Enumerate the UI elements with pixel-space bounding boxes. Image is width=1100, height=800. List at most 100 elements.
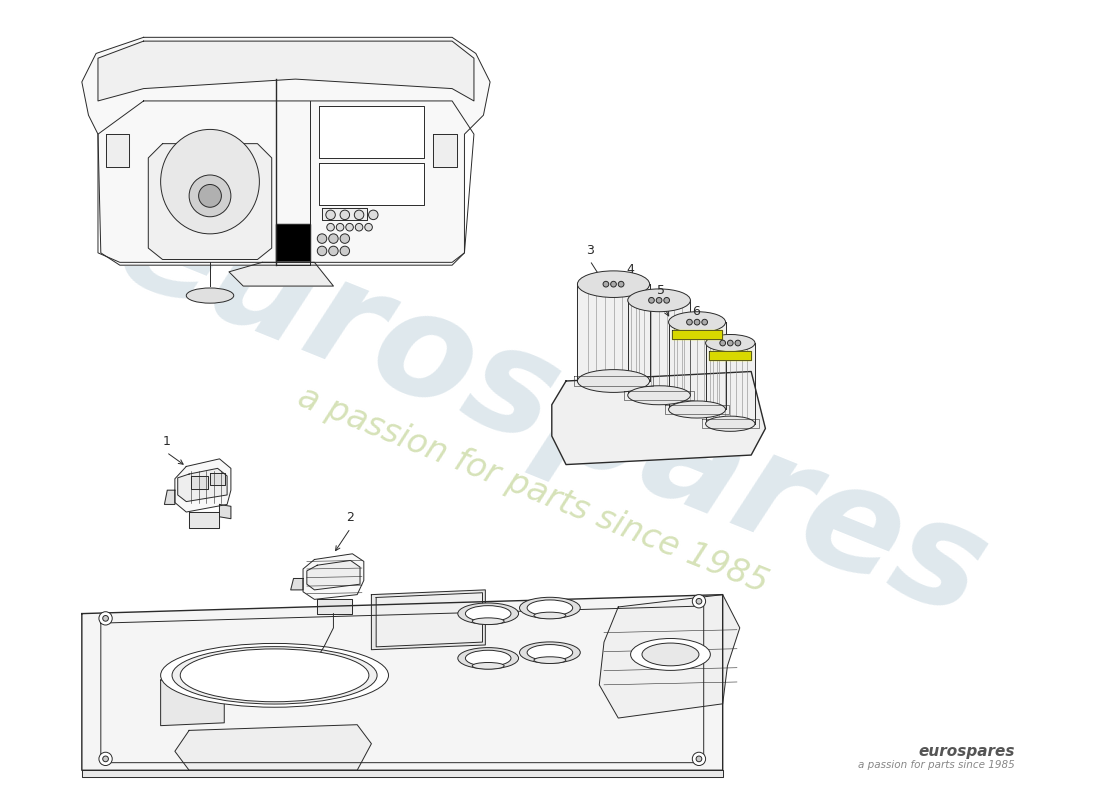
Ellipse shape — [642, 643, 698, 666]
Circle shape — [603, 282, 608, 287]
Polygon shape — [307, 561, 360, 590]
Circle shape — [686, 319, 692, 325]
Polygon shape — [710, 350, 751, 360]
Polygon shape — [276, 224, 310, 265]
Circle shape — [657, 298, 662, 303]
Polygon shape — [578, 284, 650, 381]
Ellipse shape — [527, 600, 573, 616]
Ellipse shape — [472, 662, 504, 669]
Circle shape — [317, 234, 327, 243]
Text: a passion for parts since 1985: a passion for parts since 1985 — [293, 381, 772, 600]
Circle shape — [368, 210, 378, 220]
Circle shape — [99, 612, 112, 625]
Circle shape — [735, 340, 740, 346]
Text: 2: 2 — [346, 511, 354, 524]
Polygon shape — [552, 371, 766, 465]
Polygon shape — [600, 594, 740, 718]
Ellipse shape — [161, 643, 388, 707]
Polygon shape — [148, 144, 272, 259]
Ellipse shape — [705, 334, 755, 351]
Polygon shape — [433, 134, 456, 167]
Ellipse shape — [534, 612, 565, 619]
Circle shape — [354, 210, 364, 220]
Circle shape — [649, 298, 654, 303]
Polygon shape — [669, 322, 726, 410]
Text: eurospares: eurospares — [918, 744, 1015, 759]
Circle shape — [329, 234, 338, 243]
Polygon shape — [189, 512, 220, 528]
Ellipse shape — [578, 271, 650, 298]
Ellipse shape — [705, 416, 755, 431]
Polygon shape — [229, 262, 333, 286]
Polygon shape — [81, 594, 723, 770]
Ellipse shape — [628, 386, 691, 405]
Polygon shape — [319, 106, 424, 158]
Circle shape — [618, 282, 624, 287]
Ellipse shape — [578, 370, 650, 393]
Ellipse shape — [628, 289, 691, 312]
Ellipse shape — [534, 657, 565, 663]
Polygon shape — [175, 725, 372, 770]
Ellipse shape — [458, 603, 518, 624]
Text: 3: 3 — [586, 244, 594, 257]
Polygon shape — [628, 300, 691, 395]
Ellipse shape — [519, 598, 581, 618]
Polygon shape — [98, 41, 474, 101]
Ellipse shape — [180, 649, 368, 702]
Ellipse shape — [186, 288, 233, 303]
Text: eurospares: eurospares — [98, 171, 1005, 648]
Circle shape — [702, 319, 707, 325]
Ellipse shape — [669, 312, 726, 333]
Circle shape — [365, 223, 373, 231]
Circle shape — [317, 246, 327, 256]
Ellipse shape — [472, 618, 504, 625]
Polygon shape — [164, 490, 175, 505]
Polygon shape — [317, 599, 352, 614]
Circle shape — [199, 185, 221, 207]
Polygon shape — [106, 134, 130, 167]
Polygon shape — [161, 678, 224, 726]
Circle shape — [99, 752, 112, 766]
Circle shape — [719, 340, 726, 346]
Polygon shape — [372, 590, 485, 650]
Circle shape — [340, 246, 350, 256]
Circle shape — [102, 756, 109, 762]
Circle shape — [355, 223, 363, 231]
Ellipse shape — [465, 606, 512, 622]
Ellipse shape — [458, 648, 518, 669]
Text: a passion for parts since 1985: a passion for parts since 1985 — [858, 760, 1015, 770]
Circle shape — [663, 298, 670, 303]
Polygon shape — [319, 162, 424, 206]
Text: 5: 5 — [657, 285, 665, 298]
Text: 6: 6 — [692, 306, 700, 318]
Ellipse shape — [161, 130, 260, 234]
Circle shape — [696, 598, 702, 604]
Circle shape — [727, 340, 733, 346]
Polygon shape — [322, 208, 366, 220]
Polygon shape — [705, 343, 755, 424]
Circle shape — [692, 594, 705, 608]
Polygon shape — [81, 770, 723, 777]
Circle shape — [610, 282, 616, 287]
Circle shape — [189, 175, 231, 217]
Polygon shape — [81, 38, 491, 265]
Polygon shape — [220, 505, 231, 518]
Circle shape — [340, 234, 350, 243]
Ellipse shape — [172, 646, 377, 704]
Polygon shape — [672, 330, 722, 339]
Text: 1: 1 — [163, 435, 170, 449]
Circle shape — [326, 210, 336, 220]
Polygon shape — [178, 468, 227, 502]
Circle shape — [345, 223, 353, 231]
Ellipse shape — [669, 401, 726, 418]
Ellipse shape — [465, 650, 512, 666]
Circle shape — [327, 223, 334, 231]
Circle shape — [694, 319, 700, 325]
Circle shape — [340, 210, 350, 220]
Ellipse shape — [527, 645, 573, 661]
Circle shape — [329, 246, 338, 256]
Polygon shape — [376, 593, 483, 647]
Circle shape — [102, 615, 109, 622]
Polygon shape — [191, 476, 208, 490]
Polygon shape — [175, 459, 231, 512]
